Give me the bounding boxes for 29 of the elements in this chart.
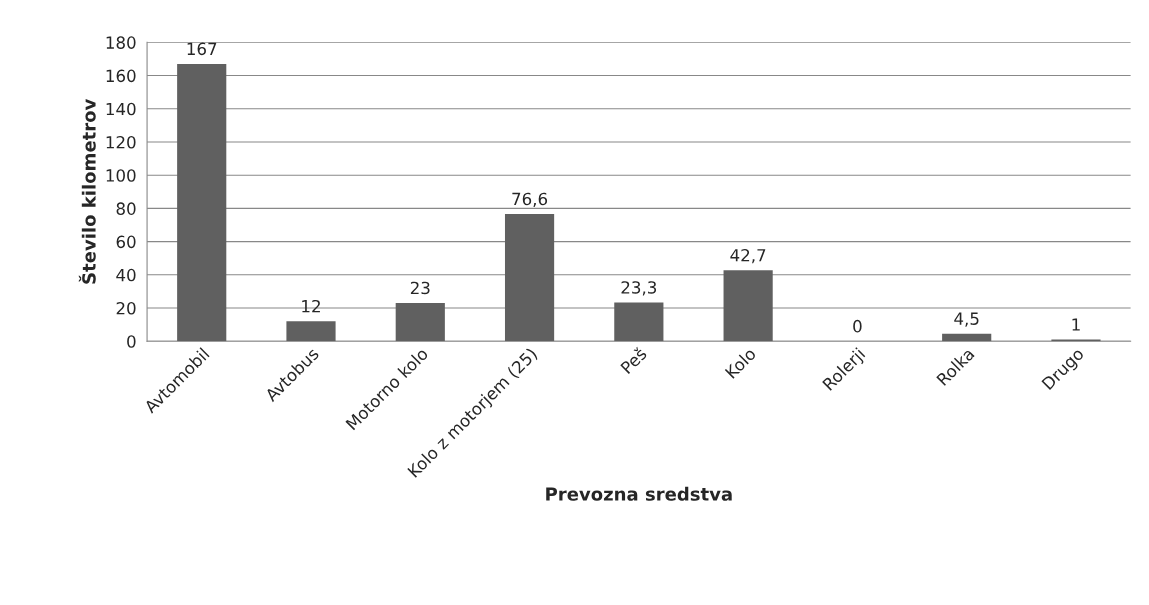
y-axis-title: Število kilometrov — [78, 98, 96, 284]
bar — [177, 63, 227, 342]
data-label: 1 — [1072, 318, 1080, 331]
data-label: 76,6 — [512, 192, 548, 207]
data-label: 12 — [302, 299, 320, 313]
data-label: 23,3 — [621, 281, 657, 296]
bar — [395, 303, 445, 342]
bar — [723, 270, 773, 342]
bar — [614, 302, 664, 342]
data-label: 23 — [410, 281, 430, 295]
data-label: 4,5 — [954, 312, 979, 327]
y-tick-label: 40 — [116, 268, 136, 282]
y-tick-label: 160 — [106, 69, 136, 83]
data-label: 42,7 — [730, 248, 766, 264]
y-tick-label: 140 — [106, 102, 136, 116]
y-tick-label: 60 — [116, 235, 136, 249]
y-tick-label: 20 — [116, 301, 136, 315]
data-label: 167 — [187, 42, 217, 56]
bar — [286, 321, 336, 342]
bar — [504, 214, 555, 342]
y-tick-label: 0 — [127, 335, 136, 348]
y-tick-label: 100 — [106, 169, 136, 182]
data-label: 0 — [853, 319, 862, 333]
x-tick-label: Peš — [619, 346, 648, 375]
y-tick-label: 80 — [116, 202, 136, 215]
x-axis-title: Prevozna sredstva — [546, 486, 732, 501]
y-tick-label: 180 — [106, 36, 136, 49]
y-tick-label: 120 — [106, 135, 136, 149]
bar — [942, 333, 992, 342]
